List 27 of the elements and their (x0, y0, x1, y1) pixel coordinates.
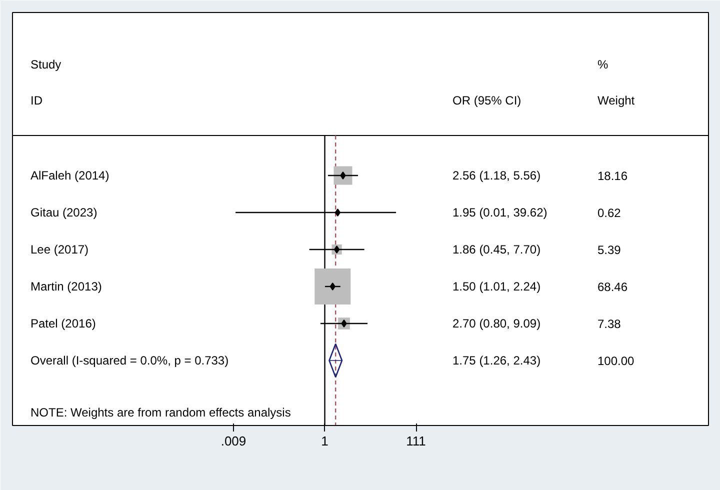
annotation: 2.56 (1.18, 5.56) (452, 168, 541, 182)
x-tick-label: 1 (321, 434, 328, 448)
text: Study (30, 58, 62, 72)
annotation: 1.50 (1.01, 2.24) (452, 280, 541, 294)
x-tick-label: 111 (406, 434, 426, 448)
annotation: 1.95 (0.01, 39.62) (452, 206, 548, 220)
annotation: 0.62 (598, 206, 622, 220)
text: % (598, 58, 608, 72)
y-tick-label: Lee (2017) (30, 242, 89, 256)
annotation: 68.46 (598, 280, 628, 294)
annotation: 100.00 (598, 354, 635, 368)
annotation: 18.16 (598, 169, 628, 183)
y-tick-label: Patel (2016) (30, 316, 96, 330)
y-tick-label: Overall (I-squared = 0.0%, p = 0.733) (30, 354, 229, 368)
annotation: NOTE: Weights are from random effects analysis (30, 406, 291, 420)
text: OR (95% CI) (452, 93, 522, 108)
text: Weight (598, 93, 636, 108)
annotation: 1.75 (1.26, 2.43) (452, 354, 541, 368)
y-tick-label: Martin (2013) (30, 280, 102, 294)
y-tick-label: Gitau (2023) (30, 206, 98, 220)
annotation: 5.39 (598, 243, 622, 257)
x-tick-label: .009 (220, 434, 246, 448)
y-tick-label: AlFaleh (2014) (30, 168, 110, 182)
annotation: 1.86 (0.45, 7.70) (452, 242, 541, 256)
text: ID (30, 93, 43, 108)
annotation: 7.38 (598, 317, 622, 331)
annotation: 2.70 (0.80, 9.09) (452, 316, 541, 330)
